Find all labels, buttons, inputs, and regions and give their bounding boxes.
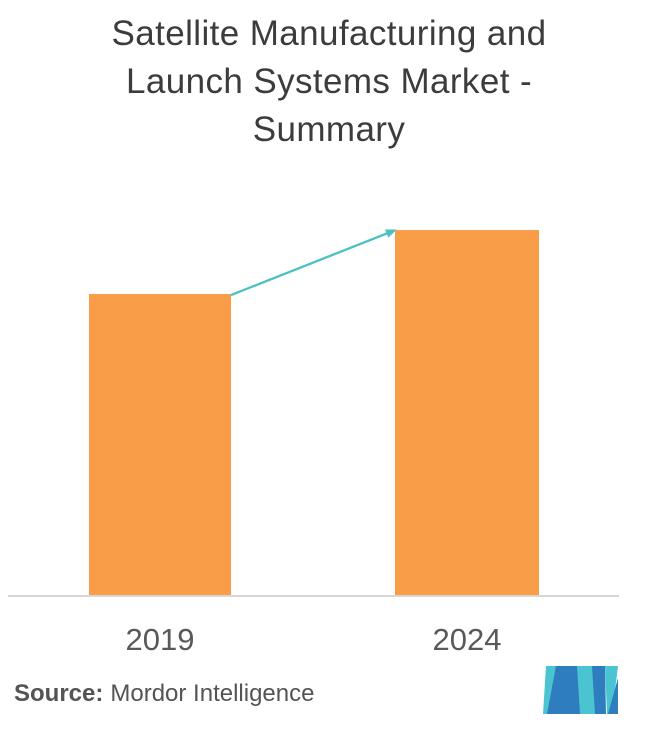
mordor-intelligence-logo (543, 666, 618, 714)
chart-title: Satellite Manufacturing and Launch Syste… (0, 10, 658, 154)
bar-2019 (89, 294, 231, 596)
logo-teal-middle-stroke (577, 666, 596, 714)
chart-title-line-1: Satellite Manufacturing and (111, 14, 547, 53)
source-label: Source: (14, 680, 104, 707)
logo-blue-bar (592, 666, 606, 714)
x-axis-label-2024: 2024 (432, 622, 502, 657)
chart-title-line-3: Summary (252, 110, 406, 149)
source-text: Mordor Intelligence (110, 680, 315, 707)
logo-blue-right-wedge (608, 678, 618, 714)
arrow-line (230, 229, 397, 297)
logo-blue-diagonal (547, 666, 581, 714)
logo-teal-right-stroke (605, 666, 618, 714)
bar-2024 (395, 230, 539, 596)
x-axis-label-2019: 2019 (125, 622, 195, 657)
chart-title-line-2: Launch Systems Market - (125, 62, 532, 101)
x-axis-line (8, 595, 619, 597)
source-attribution: Source: Mordor Intelligence (14, 680, 314, 708)
